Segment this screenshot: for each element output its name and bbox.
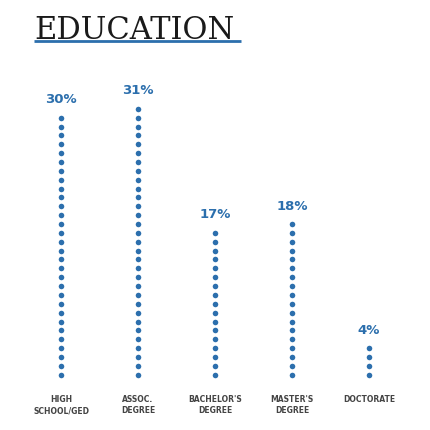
Text: EDUCATION: EDUCATION [34,15,235,46]
Text: 31%: 31% [122,84,154,97]
Text: 30%: 30% [45,93,77,106]
Text: 4%: 4% [358,323,380,337]
Text: 18%: 18% [276,200,308,212]
Text: 17%: 17% [200,209,230,221]
